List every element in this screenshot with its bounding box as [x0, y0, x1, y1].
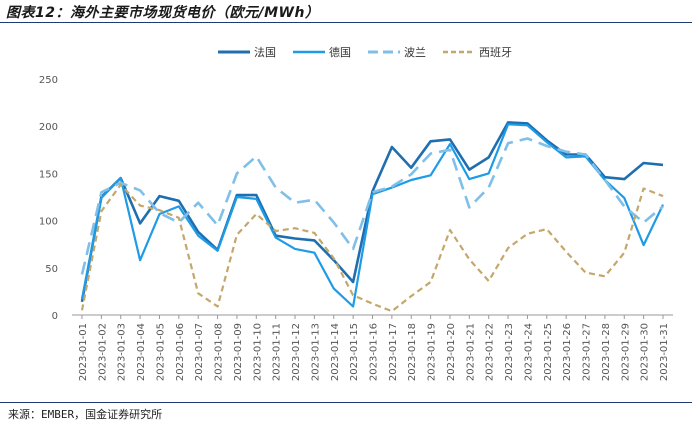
x-tick-label: 2023-01-03	[117, 323, 128, 381]
legend-label: 法国	[254, 45, 276, 59]
x-tick-label: 2023-01-23	[504, 323, 515, 381]
legend-label: 波兰	[404, 46, 426, 59]
title-divider	[0, 22, 692, 23]
x-tick-label: 2023-01-08	[214, 323, 225, 381]
y-tick-label: 100	[39, 217, 58, 228]
x-tick-label: 2023-01-06	[175, 323, 186, 381]
x-tick-label: 2023-01-04	[136, 323, 147, 381]
x-tick-label: 2023-01-28	[601, 323, 612, 381]
x-tick-label: 2023-01-11	[272, 323, 283, 381]
x-tick-label: 2023-01-10	[252, 323, 263, 381]
x-tick-label: 2023-01-19	[427, 323, 438, 381]
x-tick-label: 2023-01-01	[78, 323, 89, 381]
chart-title: 图表12：海外主要市场现货电价（欧元/MWh）	[6, 5, 320, 21]
y-axis: 0 50 100 150 200 250	[39, 75, 58, 322]
series-line-波兰	[80, 137, 664, 275]
x-tick-label: 2023-01-26	[562, 323, 573, 381]
x-tick-label: 2023-01-14	[330, 323, 341, 381]
source-divider	[0, 402, 692, 403]
series-line-西班牙	[80, 183, 664, 313]
legend: 法国 德国 波兰 西班牙	[218, 45, 512, 59]
x-tick-label: 2023-01-30	[640, 323, 651, 381]
series-line-德国	[80, 123, 664, 308]
x-tick-label: 2023-01-24	[523, 323, 534, 381]
x-tick-label: 2023-01-09	[233, 323, 244, 381]
y-tick-label: 150	[39, 169, 58, 180]
x-tick-label: 2023-01-07	[194, 323, 205, 381]
x-tick-label: 2023-01-18	[407, 323, 418, 381]
x-tick-label: 2023-01-15	[349, 323, 360, 381]
x-tick-label: 2023-01-21	[465, 323, 476, 381]
x-tick-label: 2023-01-12	[291, 323, 302, 381]
x-tick-label: 2023-01-29	[620, 323, 631, 381]
x-tick-label: 2023-01-05	[155, 323, 166, 381]
series-lines	[80, 121, 664, 313]
y-tick-label: 200	[39, 122, 58, 133]
y-tick-label: 50	[45, 264, 58, 275]
x-tick-label: 2023-01-02	[97, 323, 108, 381]
x-tick-label: 2023-01-25	[543, 323, 554, 381]
legend-label: 德国	[329, 45, 351, 59]
x-axis: 2023-01-01 2023-01-02 2023-01-03 2023-01-04…	[72, 314, 673, 381]
x-tick-label: 2023-01-20	[446, 323, 457, 381]
x-tick-label: 2023-01-27	[582, 323, 593, 381]
y-tick-label: 0	[52, 311, 58, 322]
y-tick-label: 250	[39, 75, 58, 86]
x-tick-label: 2023-01-31	[659, 323, 670, 381]
x-tick-label: 2023-01-17	[388, 323, 399, 381]
series-line-法国	[80, 121, 664, 303]
x-tick-label: 2023-01-16	[369, 323, 380, 381]
x-tick-label: 2023-01-13	[310, 323, 321, 381]
legend-label: 西班牙	[479, 46, 512, 59]
x-tick-label: 2023-01-22	[485, 323, 496, 381]
source-note: 来源：EMBER，国金证券研究所	[8, 408, 163, 421]
